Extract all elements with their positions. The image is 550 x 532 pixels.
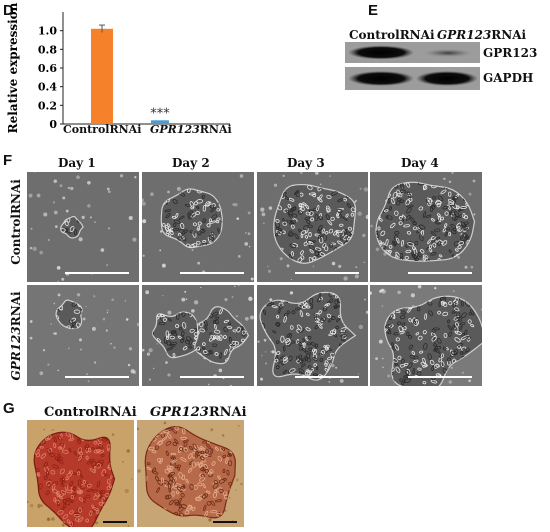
scale-bar <box>65 376 129 378</box>
micrograph-gpr123-day-1 <box>27 285 139 386</box>
band-label-gpr123: GPR123 <box>483 46 538 60</box>
column-label-day-4: Day 4 <box>401 156 439 170</box>
y-axis-label: Relative expression <box>6 2 20 133</box>
band-gapdh-control <box>348 71 414 86</box>
band-gpr123-control <box>348 45 414 60</box>
column-label-day-1: Day 1 <box>58 156 96 170</box>
band-label-gapdh: GAPDH <box>483 71 534 85</box>
panel-f-letter: F <box>3 152 13 169</box>
column-label-g-gpr123: GPR123RNAi <box>150 405 247 420</box>
column-label-g-control: ControlRNAi <box>44 405 137 420</box>
stained-colony-gpr123 <box>137 420 244 527</box>
y-tick-label: 0.4 <box>38 81 57 94</box>
micrograph-gpr123-day-3 <box>257 285 368 386</box>
micrograph-control-day-3 <box>257 172 368 282</box>
y-tick-label: 0.8 <box>38 43 57 56</box>
y-tick-label: 1.0 <box>38 25 57 38</box>
bar-gpr123 <box>151 120 169 124</box>
scale-bar <box>213 521 237 523</box>
row-label-gpr123: GPR123RNAi <box>9 291 23 381</box>
scale-bar <box>295 376 359 378</box>
lane-label-gpr123: GPR123RNAi <box>437 28 527 42</box>
category-label-gpr123: GPR123RNAi <box>150 123 232 136</box>
scale-bar <box>408 272 472 274</box>
scale-bar <box>180 376 244 378</box>
panel-e-letter: E <box>368 2 379 19</box>
scale-bar <box>180 272 244 274</box>
band-gpr123-knockdown <box>424 49 472 57</box>
western-blot <box>345 42 480 90</box>
micrograph-control-day-1 <box>27 172 139 282</box>
panel-g-letter: G <box>3 400 15 417</box>
column-label-day-3: Day 3 <box>287 156 325 170</box>
scale-bar <box>408 376 472 378</box>
significance-stars: *** <box>150 106 170 121</box>
micrograph-control-day-4 <box>370 172 482 282</box>
y-tick-label: 0 <box>49 118 57 131</box>
scale-bar <box>103 521 127 523</box>
bar-control <box>91 28 113 124</box>
row-label-control: ControlRNAi <box>9 179 23 265</box>
scale-bar <box>295 272 359 274</box>
panel-d-letter: D <box>3 2 14 19</box>
y-tick-label: 0.6 <box>38 62 57 75</box>
micrograph-gpr123-day-4 <box>370 285 482 386</box>
scale-bar <box>65 272 129 274</box>
band-gapdh-knockdown <box>416 71 478 86</box>
lane-label-control: ControlRNAi <box>349 28 435 42</box>
column-label-day-2: Day 2 <box>172 156 210 170</box>
stained-colony-control <box>27 420 134 527</box>
panel-d-bar-chart: Relative expression 0 0.2 0.4 0.6 0.8 1.0 *** <box>6 2 230 133</box>
category-label-control: ControlRNAi <box>63 123 142 136</box>
y-tick-label: 0.2 <box>38 99 57 112</box>
micrograph-gpr123-day-2 <box>142 285 254 386</box>
micrograph-control-day-2 <box>142 172 254 282</box>
